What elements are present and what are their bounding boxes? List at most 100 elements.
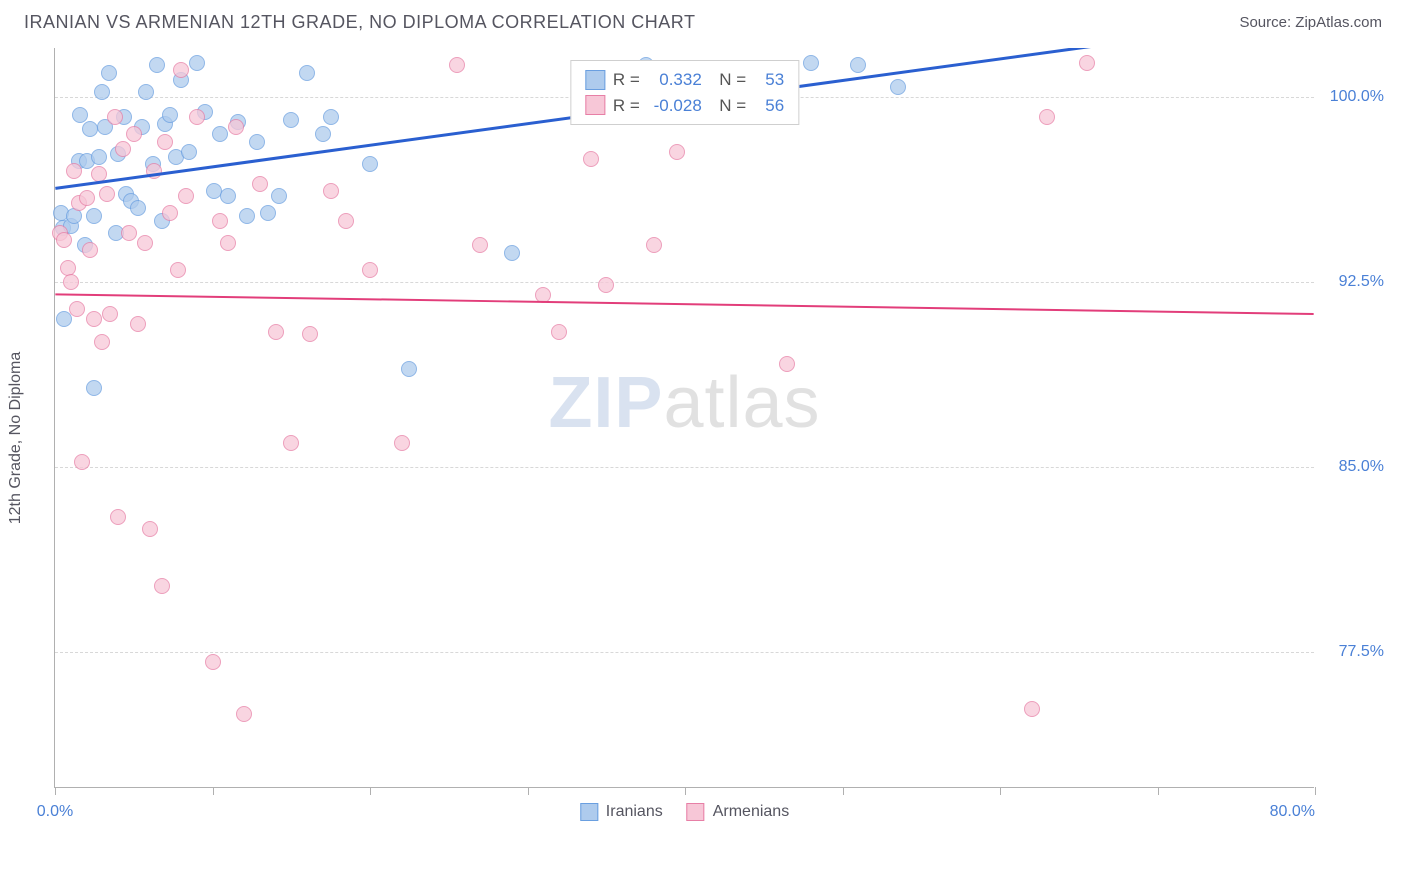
- gridline: [55, 282, 1314, 283]
- data-point: [56, 232, 72, 248]
- data-point: [181, 144, 197, 160]
- data-point: [146, 163, 162, 179]
- data-point: [315, 126, 331, 142]
- legend-label: Armenians: [713, 803, 789, 821]
- data-point: [82, 121, 98, 137]
- data-point: [220, 235, 236, 251]
- data-point: [212, 126, 228, 142]
- x-tick: [1158, 787, 1159, 795]
- trend-lines: [55, 48, 1314, 787]
- data-point: [157, 134, 173, 150]
- data-point: [236, 706, 252, 722]
- y-tick-label: 100.0%: [1324, 88, 1384, 106]
- data-point: [283, 112, 299, 128]
- data-point: [779, 356, 795, 372]
- legend-r-label: R =: [613, 93, 640, 119]
- data-point: [189, 55, 205, 71]
- data-point: [1024, 701, 1040, 717]
- source-label: Source: ZipAtlas.com: [1239, 14, 1382, 31]
- y-axis-label: 12th Grade, No Diploma: [7, 352, 25, 525]
- data-point: [299, 65, 315, 81]
- data-point: [66, 163, 82, 179]
- data-point: [94, 334, 110, 350]
- data-point: [323, 183, 339, 199]
- data-point: [115, 141, 131, 157]
- data-point: [535, 287, 551, 303]
- data-point: [669, 144, 685, 160]
- data-point: [178, 188, 194, 204]
- data-point: [138, 84, 154, 100]
- data-point: [137, 235, 153, 251]
- data-point: [162, 205, 178, 221]
- data-point: [69, 301, 85, 317]
- legend-swatch: [580, 803, 598, 821]
- data-point: [60, 260, 76, 276]
- data-point: [268, 324, 284, 340]
- data-point: [394, 435, 410, 451]
- data-point: [362, 156, 378, 172]
- legend-n-value: 53: [754, 67, 784, 93]
- data-point: [121, 225, 137, 241]
- data-point: [239, 208, 255, 224]
- legend-row: R =-0.028 N =56: [585, 93, 784, 119]
- x-tick: [213, 787, 214, 795]
- data-point: [598, 277, 614, 293]
- x-tick: [685, 787, 686, 795]
- data-point: [323, 109, 339, 125]
- series-legend: Iranians Armenians: [580, 803, 789, 821]
- data-point: [362, 262, 378, 278]
- data-point: [91, 166, 107, 182]
- data-point: [252, 176, 268, 192]
- data-point: [63, 274, 79, 290]
- legend-swatch: [687, 803, 705, 821]
- data-point: [79, 190, 95, 206]
- x-tick: [843, 787, 844, 795]
- data-point: [173, 62, 189, 78]
- data-point: [94, 84, 110, 100]
- data-point: [142, 521, 158, 537]
- y-tick-label: 92.5%: [1324, 273, 1384, 291]
- legend-n-value: 56: [754, 93, 784, 119]
- correlation-legend: R = 0.332 N = 53R = -0.028 N = 56: [570, 60, 799, 125]
- data-point: [228, 119, 244, 135]
- data-point: [583, 151, 599, 167]
- data-point: [449, 57, 465, 73]
- data-point: [130, 200, 146, 216]
- legend-swatch: [585, 95, 605, 115]
- data-point: [260, 205, 276, 221]
- legend-item: Iranians: [580, 803, 663, 821]
- legend-r-label: R =: [613, 67, 640, 93]
- legend-n-label: N =: [710, 67, 746, 93]
- data-point: [154, 578, 170, 594]
- data-point: [110, 509, 126, 525]
- data-point: [1079, 55, 1095, 71]
- gridline: [55, 467, 1314, 468]
- data-point: [271, 188, 287, 204]
- data-point: [646, 237, 662, 253]
- y-tick-label: 85.0%: [1324, 458, 1384, 476]
- data-point: [890, 79, 906, 95]
- legend-r-value: -0.028: [648, 93, 702, 119]
- legend-item: Armenians: [687, 803, 789, 821]
- gridline: [55, 652, 1314, 653]
- data-point: [551, 324, 567, 340]
- data-point: [401, 361, 417, 377]
- data-point: [504, 245, 520, 261]
- data-point: [102, 306, 118, 322]
- data-point: [170, 262, 186, 278]
- data-point: [220, 188, 236, 204]
- data-point: [130, 316, 146, 332]
- legend-row: R = 0.332 N = 53: [585, 67, 784, 93]
- chart-title: IRANIAN VS ARMENIAN 12TH GRADE, NO DIPLO…: [24, 12, 695, 33]
- data-point: [472, 237, 488, 253]
- watermark: ZIPatlas: [548, 362, 820, 444]
- data-point: [72, 107, 88, 123]
- data-point: [107, 109, 123, 125]
- legend-r-value: 0.332: [648, 67, 702, 93]
- data-point: [850, 57, 866, 73]
- data-point: [86, 208, 102, 224]
- data-point: [803, 55, 819, 71]
- data-point: [91, 149, 107, 165]
- x-tick-label: 80.0%: [1270, 803, 1315, 821]
- data-point: [162, 107, 178, 123]
